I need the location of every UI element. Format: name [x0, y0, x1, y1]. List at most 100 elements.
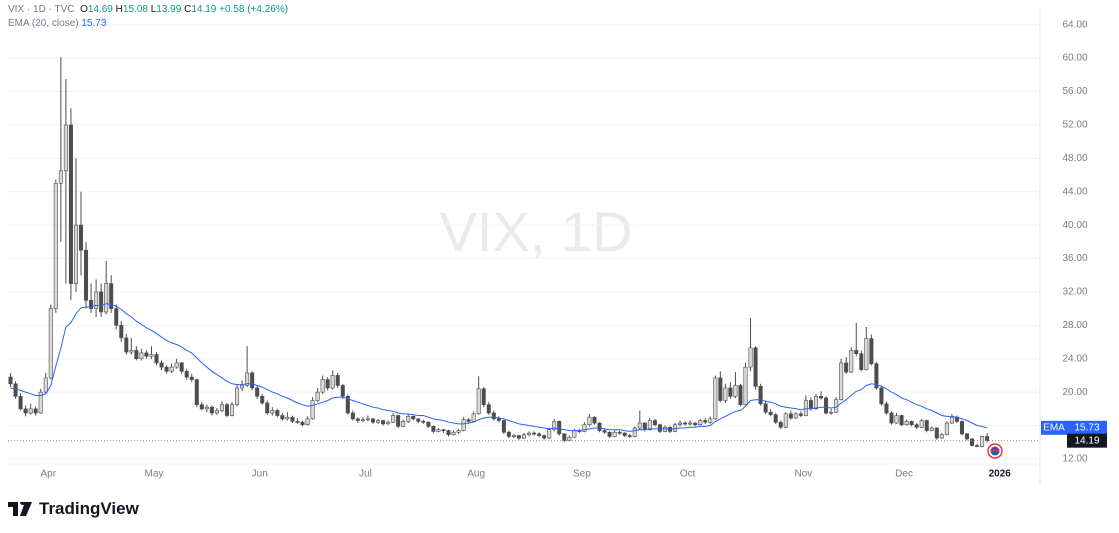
candle-body — [622, 432, 627, 436]
candle-body — [532, 432, 537, 435]
candle-body — [169, 366, 174, 372]
ema-line — [10, 303, 988, 432]
candle-body — [924, 420, 929, 431]
candle-body — [975, 445, 980, 447]
candle-body — [189, 376, 194, 380]
candle-body — [33, 408, 38, 414]
candle-body — [224, 404, 229, 416]
candle-body — [819, 396, 824, 399]
watermark: VIX, 1D — [440, 200, 633, 263]
candle-body — [698, 420, 703, 426]
candle-body — [703, 420, 708, 423]
candle-body — [270, 410, 275, 414]
candle-body — [683, 422, 688, 425]
candle-body — [315, 391, 320, 401]
candle-body — [68, 124, 73, 284]
candle-body — [78, 224, 84, 251]
candle-body — [919, 420, 924, 428]
candle-body — [99, 291, 104, 313]
candle-body — [28, 408, 33, 414]
candle-body — [879, 387, 884, 405]
y-tick-label: 48.00 — [1062, 153, 1087, 164]
candle-body — [406, 416, 411, 422]
indicator-value: 15.73 — [81, 18, 107, 29]
candle-body — [84, 249, 89, 301]
candle-body — [8, 376, 13, 385]
candle-body — [627, 435, 632, 437]
candle-body — [793, 413, 798, 419]
candle-body — [934, 427, 939, 439]
candle-body — [511, 435, 516, 437]
candle-body — [411, 416, 416, 420]
candle-body — [768, 411, 773, 415]
candle-body — [552, 421, 557, 431]
candle-body — [673, 424, 678, 432]
candle-body — [738, 385, 743, 405]
candle-body — [839, 362, 844, 400]
candle-body — [446, 430, 451, 436]
candle-body — [159, 362, 164, 368]
candle-body — [335, 375, 340, 386]
candle-body — [914, 424, 919, 428]
candle-body — [375, 420, 381, 423]
candle-body — [391, 415, 396, 423]
candle-body — [179, 362, 184, 372]
candle-body — [305, 418, 310, 426]
candle-body — [209, 406, 214, 414]
candle-body — [970, 438, 975, 446]
candle-body — [506, 431, 511, 437]
candle-body — [632, 427, 637, 437]
candle-body — [355, 418, 360, 421]
ohlc-key: C — [184, 4, 192, 15]
candle-body — [637, 422, 642, 429]
ohlc-value: 13.99 — [156, 4, 182, 15]
candle-body — [985, 436, 990, 441]
candle-body — [929, 427, 934, 431]
candle-body — [360, 419, 365, 421]
logo-icon — [8, 502, 32, 516]
candle-body — [129, 350, 134, 353]
y-tick-label: 28.00 — [1062, 320, 1087, 331]
candle-body — [592, 416, 597, 424]
x-tick-label: Nov — [794, 469, 812, 480]
candle-body — [48, 308, 53, 379]
candle-body — [753, 347, 758, 387]
ohlc-key: L — [150, 4, 157, 15]
candle-body — [597, 422, 602, 431]
y-tick-label: 44.00 — [1062, 186, 1087, 197]
x-tick-label: Oct — [680, 469, 696, 480]
candle-body — [652, 420, 657, 426]
candle-body — [340, 385, 345, 397]
ohlc-value: 14.19 — [191, 4, 217, 15]
candle-body — [214, 410, 219, 414]
candle-body — [542, 435, 547, 439]
candle-body — [461, 419, 466, 431]
candle-body — [980, 436, 985, 447]
candle-body — [58, 170, 63, 184]
candle-body — [204, 406, 209, 410]
candle-body — [436, 429, 441, 432]
candle-body — [250, 372, 255, 389]
candle-body — [154, 354, 159, 364]
candle-body — [431, 426, 436, 432]
change: +0.58 (+4.26%) — [219, 4, 289, 15]
candle-body — [516, 435, 521, 439]
candle-body — [884, 403, 889, 414]
ohlc-key: H — [115, 4, 123, 15]
candle-body — [386, 421, 391, 425]
candle-body — [607, 431, 612, 437]
candle-body — [688, 422, 693, 425]
candle-body — [381, 420, 386, 425]
candle-body — [235, 387, 240, 405]
candle-body — [174, 362, 179, 368]
candle-body — [94, 291, 99, 309]
candle-body — [743, 366, 748, 405]
indicator-row: EMA (20, close) 15.73 — [8, 17, 288, 31]
candle-body — [23, 408, 28, 414]
candle-body — [124, 337, 129, 353]
candle-body — [109, 283, 114, 309]
candle-body — [194, 379, 199, 405]
y-tick-label: 36.00 — [1062, 253, 1087, 264]
